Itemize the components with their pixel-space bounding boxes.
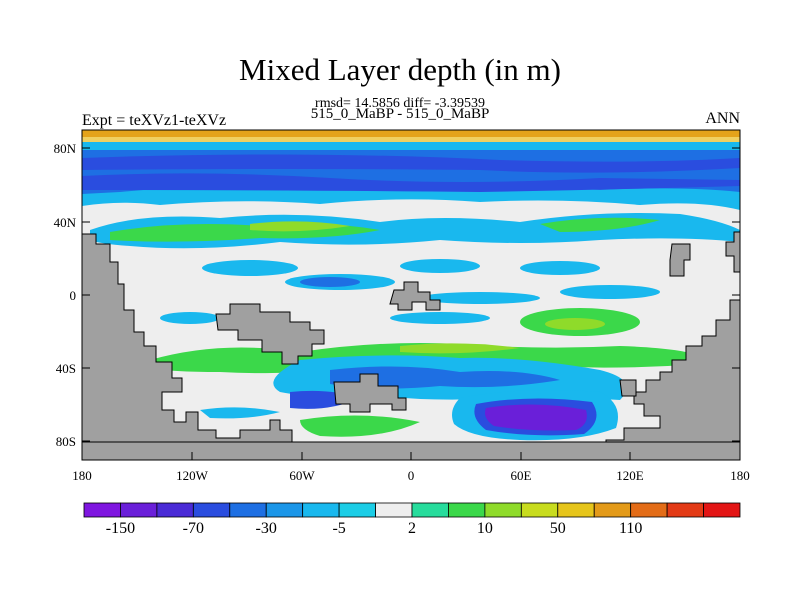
lat-labels: 80N 40N 0 40S 80S [54, 141, 77, 449]
south-yellow [400, 343, 520, 354]
trop-patch [560, 285, 660, 299]
colorbar-swatch [302, 502, 340, 518]
colorbar [83, 502, 741, 518]
land [82, 231, 740, 460]
lon-label-180e: 180 [730, 468, 750, 483]
colorbar-swatch [229, 502, 267, 518]
lon-tick-marks [81, 452, 741, 460]
colorbar-swatch [484, 502, 522, 518]
midlat-green-2 [540, 217, 660, 232]
season-label: ANN [705, 110, 740, 127]
island-ne [669, 243, 691, 277]
arctic-core-2 [82, 173, 740, 192]
lat-label-40s: 40S [56, 361, 76, 376]
colorbar-swatch [448, 502, 486, 518]
polar-rim [82, 130, 740, 137]
trop-patch [400, 259, 480, 273]
lat-label-80n: 80N [54, 141, 77, 156]
lon-label-180w: 180 [72, 468, 92, 483]
antarctica [82, 441, 740, 460]
case-subtitle: 515_0_MaBP - 515_0_MaBP [310, 106, 490, 122]
colorbar-swatch [666, 502, 704, 518]
so-blue-patch [200, 407, 280, 419]
lat-label-40n: 40N [54, 215, 77, 230]
lon-label-0: 0 [408, 468, 415, 483]
lon-labels: 180 120W 60W 0 60E 120E 180 [72, 468, 750, 483]
colorbar-swatch [630, 502, 668, 518]
colorbar-swatch [192, 502, 231, 518]
americas [82, 233, 293, 460]
island [389, 281, 441, 311]
lat-label-80s: 80S [56, 434, 76, 449]
lon-label-120e: 120E [616, 468, 644, 483]
trop-patch [390, 312, 490, 324]
africa [215, 303, 325, 365]
arctic-core [82, 154, 740, 173]
east-coast-north [725, 231, 740, 273]
experiment-label: Expt = teXVz1-teXVz [82, 112, 227, 129]
colorbar-swatch [520, 502, 559, 518]
polar-rim-inner [82, 137, 740, 142]
trop-patch [545, 318, 605, 330]
trop-patch [160, 312, 220, 324]
so-min-core [485, 404, 587, 431]
east-landmass [605, 299, 740, 453]
lon-label-60w: 60W [289, 468, 315, 483]
map-field [82, 130, 740, 460]
lat-tick-marks [82, 147, 740, 442]
trop-patch [202, 260, 298, 276]
colorbar-swatch [83, 502, 121, 518]
colorbar-swatch [265, 502, 304, 518]
island-se [619, 379, 637, 397]
colorbar-label: -70 [183, 520, 204, 537]
colorbar-swatch [156, 502, 194, 518]
colorbar-label: 2 [408, 520, 416, 537]
colorbar-label: -5 [332, 520, 345, 537]
map-title: Mixed Layer depth (in m) [239, 52, 561, 87]
trop-patch [420, 292, 540, 304]
colorbar-swatch [338, 502, 376, 518]
colorbar-swatch [593, 502, 632, 518]
colorbar-label: -30 [256, 520, 277, 537]
colorbar-label: 110 [619, 520, 642, 537]
colorbar-label: -150 [106, 520, 135, 537]
stats-line: rmsd= 14.5856 diff= -3.39539 [315, 96, 485, 111]
antarctic-plateau [333, 373, 407, 413]
trop-patch [520, 261, 600, 275]
lon-label-120w: 120W [176, 468, 209, 483]
colorbar-swatch [557, 502, 595, 518]
colorbar-label: 10 [477, 520, 493, 537]
south-blue-deep [330, 366, 560, 389]
colorbar-swatch [411, 502, 449, 518]
colorbar-swatch [375, 502, 413, 518]
lat-label-0: 0 [70, 288, 77, 303]
midlat-yellow [250, 221, 350, 232]
colorbar-label: 50 [550, 520, 566, 537]
lon-label-60e: 60E [511, 468, 532, 483]
colorbar-swatch [703, 502, 741, 518]
colorbar-labels: -150 -70 -30 -5 2 10 50 110 [106, 520, 643, 537]
trop-patch [300, 277, 360, 287]
colorbar-swatch [120, 502, 158, 518]
so-green [300, 415, 420, 437]
